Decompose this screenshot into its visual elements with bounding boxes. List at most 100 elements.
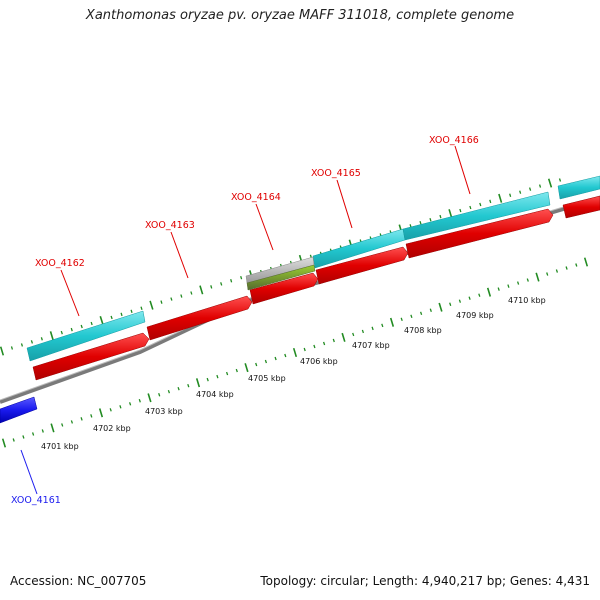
outer-minor-tick — [538, 184, 542, 188]
kbp-label-4702: 4702 kbp — [93, 424, 131, 433]
protein-feature-4166[interactable] — [402, 191, 551, 241]
inner-minor-tick — [352, 332, 355, 337]
inner-minor-tick — [516, 281, 520, 285]
inner-minor-tick — [565, 266, 568, 270]
outer-minor-tick — [489, 199, 492, 204]
gene-label-4165[interactable]: XOO_4165 — [311, 168, 361, 179]
inner-minor-tick — [90, 414, 93, 418]
outer-minor-tick — [509, 193, 512, 197]
outer-major-tick — [199, 285, 204, 295]
inner-minor-tick — [497, 287, 500, 291]
inner-minor-tick — [225, 371, 229, 376]
protein-feature-4167[interactable] — [557, 175, 600, 200]
kbp-label-4708: 4708 kbp — [404, 326, 442, 335]
protein-feature-4162[interactable] — [26, 310, 146, 362]
gene-label-4161[interactable]: XOO_4161 — [11, 495, 61, 506]
outer-minor-tick — [558, 178, 562, 182]
inner-minor-tick — [167, 389, 171, 394]
inner-minor-tick — [206, 377, 209, 382]
inner-minor-tick — [507, 284, 510, 288]
misc-feature-4164-bottom[interactable] — [246, 264, 316, 291]
inner-major-tick — [389, 317, 395, 327]
inner-major-tick — [195, 378, 201, 388]
leader-line-4166 — [454, 145, 471, 195]
outer-minor-tick — [528, 187, 532, 191]
inner-minor-tick — [31, 432, 35, 436]
outer-minor-tick — [419, 221, 422, 225]
gene-label-4163[interactable]: XOO_4163 — [145, 220, 195, 231]
inner-minor-tick — [322, 341, 326, 346]
inner-major-tick — [486, 287, 492, 297]
outer-major-tick — [547, 178, 553, 188]
outer-minor-tick — [140, 306, 143, 310]
accession-text: Accession: NC_007705 — [10, 574, 147, 588]
outer-minor-tick — [160, 300, 163, 304]
gene-label-4166[interactable]: XOO_4166 — [429, 135, 479, 146]
inner-minor-tick — [177, 386, 180, 391]
inner-minor-tick — [12, 438, 15, 442]
inner-minor-tick — [41, 429, 44, 433]
inner-minor-tick — [255, 362, 258, 367]
cds-arrow-4166[interactable] — [405, 208, 554, 259]
cds-arrow-4165[interactable] — [315, 246, 409, 285]
outer-minor-tick — [220, 282, 223, 286]
inner-minor-tick — [109, 408, 112, 412]
outer-minor-tick — [459, 208, 462, 213]
gene-label-4164[interactable]: XOO_4164 — [231, 192, 281, 203]
outer-minor-tick — [110, 315, 113, 320]
inner-minor-tick — [332, 338, 335, 343]
inner-tick-row — [1, 257, 589, 448]
inner-minor-tick — [449, 302, 452, 306]
leader-line-4163 — [170, 231, 189, 279]
outer-minor-tick — [439, 214, 442, 219]
outer-minor-tick — [469, 205, 472, 210]
outer-minor-tick — [240, 276, 243, 280]
outer-minor-tick — [429, 218, 432, 222]
leader-line-4162 — [60, 269, 80, 317]
outer-minor-tick — [170, 297, 173, 301]
cds-arrow-4167[interactable] — [562, 195, 600, 219]
inner-minor-tick — [187, 383, 190, 388]
kbp-label-4701: 4701 kbp — [41, 442, 79, 451]
outer-major-tick — [99, 315, 104, 326]
kbp-label-4706: 4706 kbp — [300, 357, 338, 366]
inner-minor-tick — [61, 423, 64, 427]
inner-major-tick — [1, 438, 7, 448]
cds-arrow-4161[interactable] — [0, 396, 38, 424]
inner-minor-tick — [138, 399, 141, 403]
inner-minor-tick — [80, 417, 83, 421]
inner-major-tick — [535, 272, 540, 282]
inner-minor-tick — [410, 314, 413, 319]
leader-line-4165 — [336, 179, 353, 229]
outer-major-tick — [149, 300, 154, 310]
inner-minor-tick — [216, 374, 219, 379]
inner-major-tick — [583, 257, 589, 267]
inner-minor-tick — [468, 296, 471, 300]
leader-line-4164 — [255, 203, 274, 251]
outer-minor-tick — [70, 327, 73, 332]
inner-major-tick — [244, 363, 249, 373]
outer-minor-tick — [30, 340, 34, 344]
genome-summary-text: Topology: circular; Length: 4,940,217 bp… — [260, 574, 590, 588]
leader-line-4161 — [20, 449, 38, 495]
inner-minor-tick — [400, 317, 403, 322]
outer-minor-tick — [190, 291, 193, 295]
cds-arrow-4164[interactable] — [249, 272, 319, 305]
outer-minor-tick — [60, 330, 63, 335]
inner-minor-tick — [22, 435, 25, 439]
cds-arrow-4163[interactable] — [146, 295, 253, 341]
outer-minor-tick — [90, 321, 93, 326]
inner-minor-tick — [274, 356, 277, 361]
gene-label-4162[interactable]: XOO_4162 — [35, 258, 85, 269]
inner-minor-tick — [128, 402, 132, 406]
inner-minor-tick — [575, 263, 578, 267]
outer-minor-tick — [80, 324, 83, 329]
outer-minor-tick — [519, 190, 522, 194]
kbp-label-4710: 4710 kbp — [508, 296, 546, 305]
inner-minor-tick — [381, 323, 384, 328]
inner-major-tick — [50, 423, 55, 433]
inner-minor-tick — [264, 359, 268, 364]
cds-arrow-4162[interactable] — [32, 332, 150, 381]
outer-minor-tick — [230, 279, 233, 283]
inner-minor-tick — [158, 393, 161, 397]
